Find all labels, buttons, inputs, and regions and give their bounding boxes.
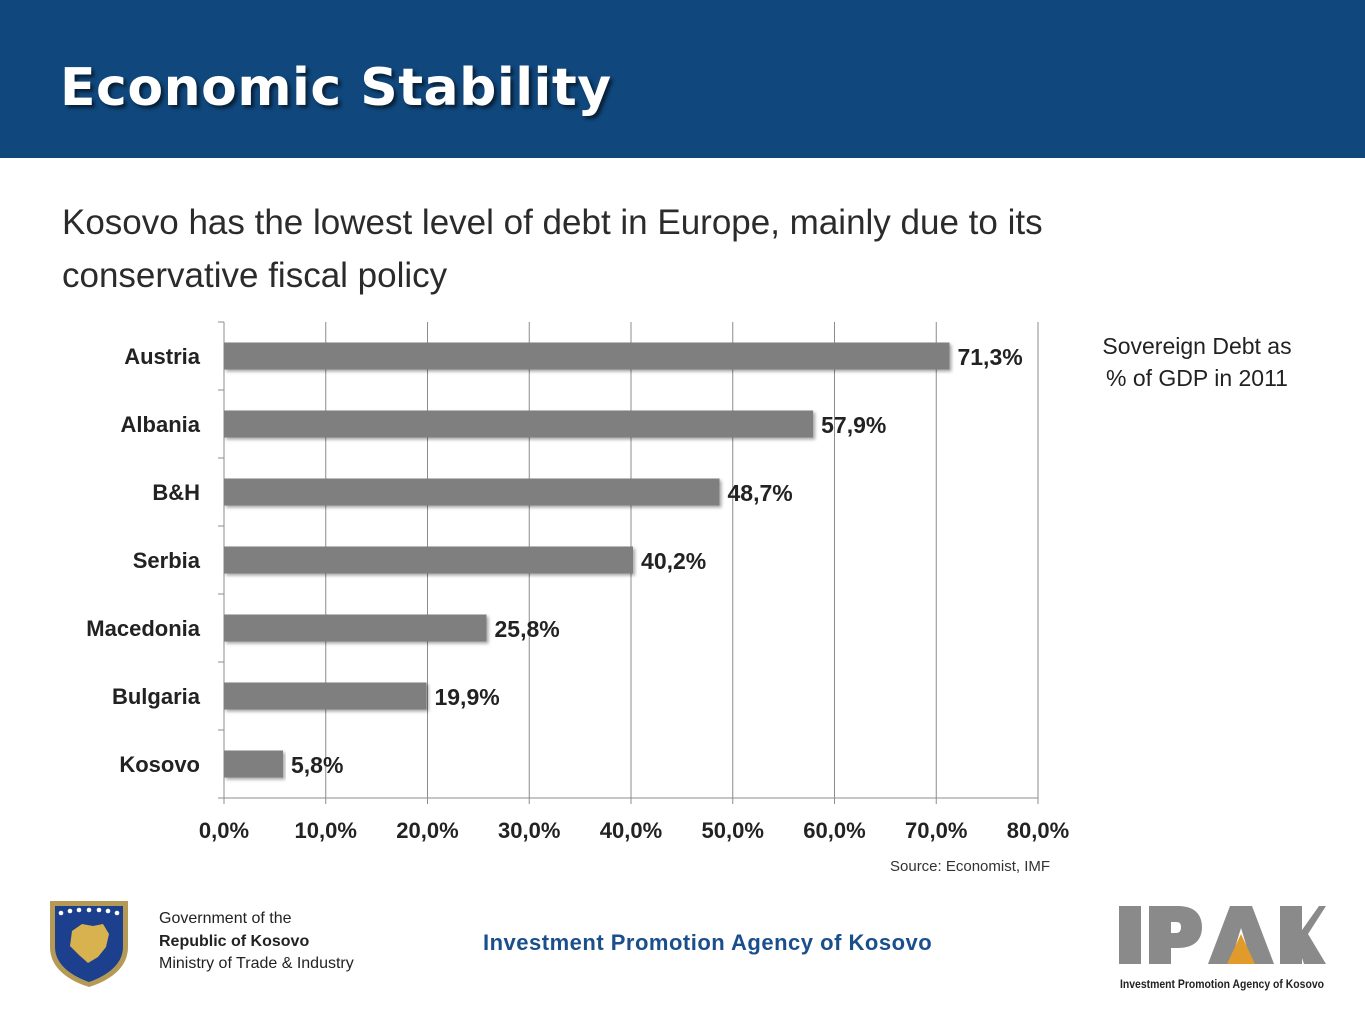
x-tick-label: 60,0% xyxy=(803,818,865,843)
kosovo-coat-of-arms-icon xyxy=(50,901,128,987)
category-label: Albania xyxy=(121,412,201,437)
ipak-logo: Investment Promotion Agency of Kosovo xyxy=(1119,906,1326,991)
debt-bar-chart: 0,0% 10,0% 20,0% 30,0% 40,0% 50,0% 60,0% 70,0% 8… xyxy=(86,321,1069,843)
chart-caption-line-1: Sovereign Debt as xyxy=(1102,333,1292,359)
category-label: B&H xyxy=(152,480,200,505)
header-band: Economic Stability xyxy=(0,0,1365,158)
x-tick-label: 70,0% xyxy=(905,818,967,843)
bar-bulgaria xyxy=(224,682,427,710)
x-tick-label: 10,0% xyxy=(295,818,357,843)
data-label: 57,9% xyxy=(821,412,886,438)
bar-macedonia xyxy=(224,614,487,642)
bar-kosovo xyxy=(224,750,284,778)
x-tick-label: 50,0% xyxy=(702,818,764,843)
bar-serbia xyxy=(224,546,634,574)
category-label: Austria xyxy=(124,344,201,369)
x-tick-label: 80,0% xyxy=(1007,818,1069,843)
government-text: Government of the Republic of Kosovo Min… xyxy=(159,908,354,976)
ipak-logo-caption: Investment Promotion Agency of Kosovo xyxy=(1120,979,1324,991)
x-tick-label: 20,0% xyxy=(396,818,458,843)
bar-albania xyxy=(224,410,814,438)
gov-line-3: Ministry of Trade & Industry xyxy=(159,955,354,972)
chart-caption: Sovereign Debt as % of GDP in 2011 xyxy=(1082,330,1312,394)
x-tick-label: 0,0% xyxy=(199,818,249,843)
data-label: 5,8% xyxy=(291,752,343,778)
category-label: Macedonia xyxy=(86,616,200,641)
source-note: Source: Economist, IMF xyxy=(890,858,1051,875)
page-title: Economic Stability xyxy=(60,58,612,118)
gov-line-2: Republic of Kosovo xyxy=(159,932,310,950)
data-label: 48,7% xyxy=(728,480,793,506)
x-tick-label: 40,0% xyxy=(600,818,662,843)
bar-austria xyxy=(224,342,950,370)
data-label: 19,9% xyxy=(434,684,499,710)
category-label: Serbia xyxy=(133,548,201,573)
bar-b-h xyxy=(224,478,720,506)
category-label: Kosovo xyxy=(119,752,200,777)
category-label: Bulgaria xyxy=(112,684,201,709)
agency-name: Investment Promotion Agency of Kosovo xyxy=(483,930,933,955)
chart-caption-line-2: % of GDP in 2011 xyxy=(1106,365,1288,391)
gov-line-1: Government of the xyxy=(159,910,292,927)
data-label: 71,3% xyxy=(957,344,1022,370)
subtitle: Kosovo has the lowest level of debt in E… xyxy=(62,203,1043,295)
data-label: 40,2% xyxy=(641,548,706,574)
data-label: 25,8% xyxy=(495,616,560,642)
x-tick-label: 30,0% xyxy=(498,818,560,843)
